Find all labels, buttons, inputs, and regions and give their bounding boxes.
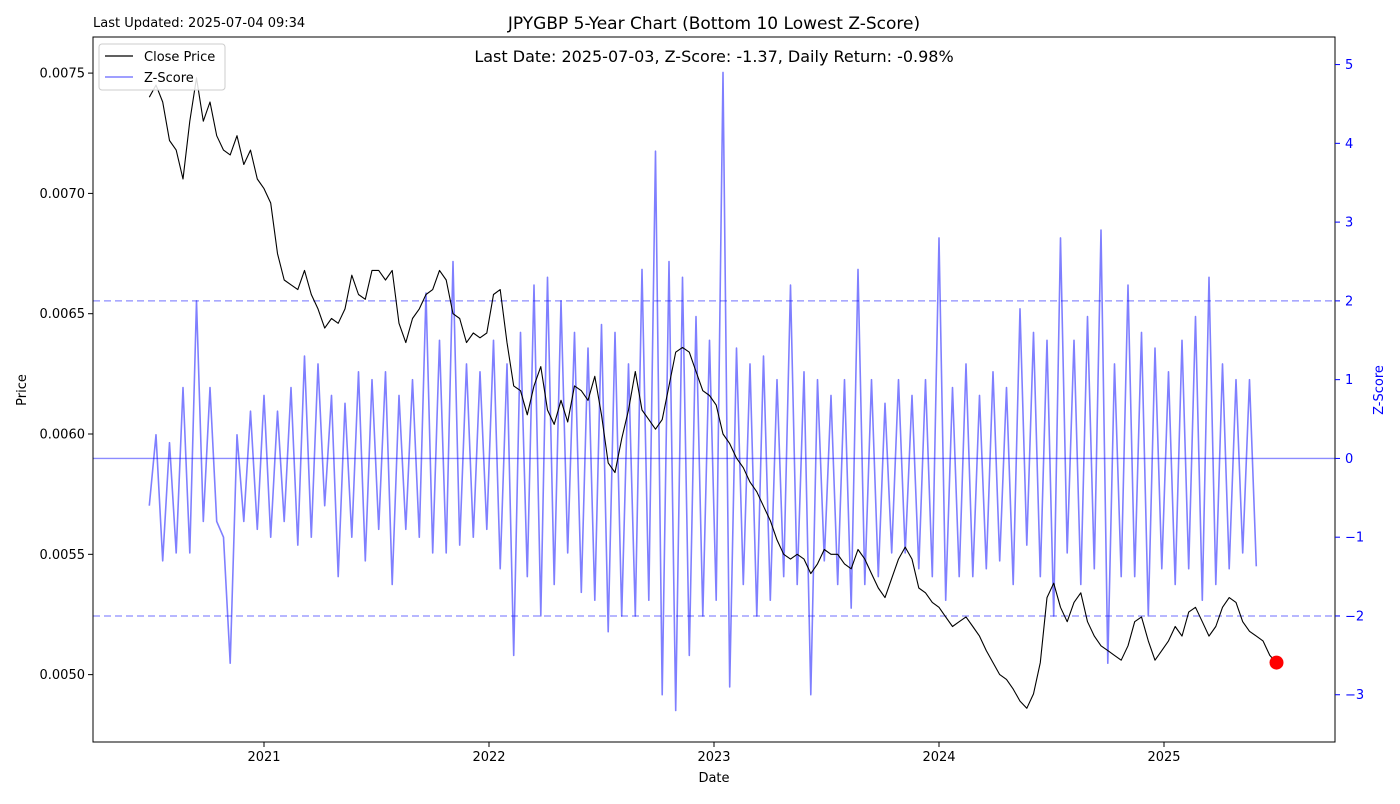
price-series-group <box>148 77 1277 709</box>
legend: Close Price Z-Score <box>98 43 226 91</box>
price-series-line <box>148 77 1277 709</box>
y-right-tick-label: 2 <box>1345 294 1353 309</box>
y-right-tick-label: 0 <box>1345 452 1353 467</box>
y-axis-left-label: Price <box>15 374 30 406</box>
zscore-series-group <box>148 71 1258 712</box>
y-left-tick-label: 0.0065 <box>40 307 86 322</box>
y-right-tick-label: −3 <box>1345 688 1364 703</box>
y-left-tick-label: 0.0060 <box>40 428 86 443</box>
y-axis-left: 0.0050 0.0055 0.0060 0.0065 0.0070 0.0075 <box>40 67 93 683</box>
y-left-tick-label: 0.0070 <box>40 187 86 202</box>
y-right-tick-label: −2 <box>1345 609 1364 624</box>
chart-title: JPYGBP 5-Year Chart (Bottom 10 Lowest Z-… <box>507 14 920 34</box>
x-tick-label: 2025 <box>1147 750 1180 765</box>
y-axis-right-label: Z-Score <box>1372 365 1387 415</box>
x-axis-label: Date <box>698 771 729 786</box>
x-tick-label: 2023 <box>697 750 730 765</box>
y-left-tick-label: 0.0050 <box>40 668 86 683</box>
chart-annotation: Last Date: 2025-07-03, Z-Score: -1.37, D… <box>474 47 953 66</box>
y-right-tick-label: −1 <box>1345 531 1364 546</box>
y-right-tick-label: 1 <box>1345 373 1353 388</box>
x-tick-label: 2021 <box>247 750 280 765</box>
x-axis: 2021 2022 2023 2024 2025 <box>247 742 1181 765</box>
x-tick-label: 2022 <box>472 750 505 765</box>
last-updated-label: Last Updated: 2025-07-04 09:34 <box>93 16 305 31</box>
y-right-tick-label: 5 <box>1345 58 1353 73</box>
y-left-tick-label: 0.0055 <box>40 548 86 563</box>
legend-label-zscore: Z-Score <box>144 71 194 86</box>
y-right-tick-label: 4 <box>1345 137 1353 152</box>
zscore-series-line <box>148 71 1258 712</box>
last-point-group <box>1269 655 1284 670</box>
x-tick-label: 2024 <box>922 750 955 765</box>
y-left-tick-label: 0.0075 <box>40 67 86 82</box>
y-axis-right: −3 −2 −1 0 1 2 3 4 5 <box>1335 58 1364 703</box>
legend-label-price: Close Price <box>144 50 215 65</box>
y-right-tick-label: 3 <box>1345 216 1353 231</box>
plot-area <box>93 71 1335 712</box>
last-point-marker <box>1269 655 1284 670</box>
